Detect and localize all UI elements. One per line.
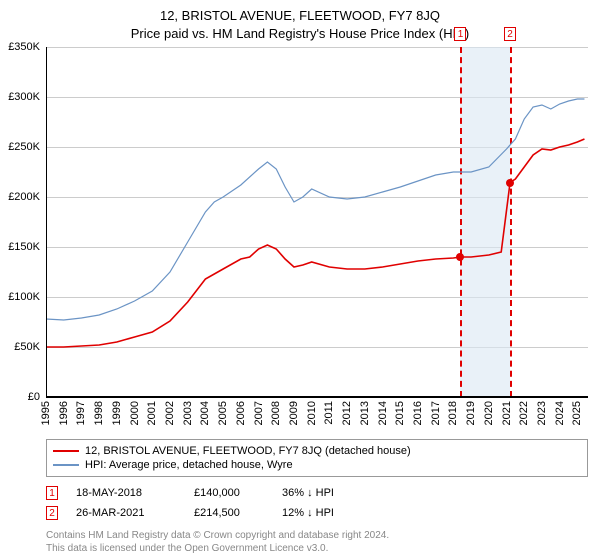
sale-date: 26-MAR-2021 xyxy=(76,507,176,519)
x-tick-label: 2007 xyxy=(253,401,265,425)
legend-item-hpi: HPI: Average price, detached house, Wyre xyxy=(53,458,581,472)
chart-container: 12, BRISTOL AVENUE, FLEETWOOD, FY7 8JQ P… xyxy=(0,0,600,560)
x-tick-label: 2006 xyxy=(235,401,247,425)
sale-marker: 2 xyxy=(46,506,58,520)
legend-label: 12, BRISTOL AVENUE, FLEETWOOD, FY7 8JQ (… xyxy=(85,445,411,457)
legend-item-property: 12, BRISTOL AVENUE, FLEETWOOD, FY7 8JQ (… xyxy=(53,444,581,458)
x-tick-label: 2010 xyxy=(306,401,318,425)
x-tick-label: 2005 xyxy=(217,401,229,425)
y-tick-label: £350K xyxy=(8,41,40,53)
x-tick-label: 2023 xyxy=(536,401,548,425)
x-tick-label: 2013 xyxy=(359,401,371,425)
series-line-property xyxy=(46,139,584,347)
attribution-line: This data is licensed under the Open Gov… xyxy=(46,542,588,555)
x-tick-label: 2022 xyxy=(518,401,530,425)
y-axis xyxy=(46,47,47,397)
sale-marker-box: 2 xyxy=(504,27,516,41)
sale-pct: 36% ↓ HPI xyxy=(282,487,372,499)
x-tick-label: 2003 xyxy=(182,401,194,425)
y-tick-label: £0 xyxy=(28,391,40,403)
x-tick-label: 2025 xyxy=(571,401,583,425)
x-tick-label: 2024 xyxy=(554,401,566,425)
sale-marker-box: 1 xyxy=(454,27,466,41)
x-tick-label: 2012 xyxy=(341,401,353,425)
sale-marker: 1 xyxy=(46,486,58,500)
y-tick-label: £250K xyxy=(8,141,40,153)
sale-row: 1 18-MAY-2018 £140,000 36% ↓ HPI xyxy=(46,483,588,503)
attribution-line: Contains HM Land Registry data © Crown c… xyxy=(46,529,588,542)
sale-price: £140,000 xyxy=(194,487,264,499)
sale-row: 2 26-MAR-2021 £214,500 12% ↓ HPI xyxy=(46,503,588,523)
x-tick-label: 1999 xyxy=(111,401,123,425)
sale-price: £214,500 xyxy=(194,507,264,519)
x-tick-label: 2020 xyxy=(483,401,495,425)
legend-swatch xyxy=(53,450,79,452)
x-tick-label: 2009 xyxy=(288,401,300,425)
x-tick-label: 2000 xyxy=(129,401,141,425)
y-tick-label: £150K xyxy=(8,241,40,253)
x-tick-label: 2015 xyxy=(394,401,406,425)
chart-title: 12, BRISTOL AVENUE, FLEETWOOD, FY7 8JQ xyxy=(0,0,600,23)
x-tick-label: 2019 xyxy=(465,401,477,425)
x-tick-label: 2014 xyxy=(377,401,389,425)
x-tick-label: 2011 xyxy=(323,401,335,425)
sales-table: 1 18-MAY-2018 £140,000 36% ↓ HPI 2 26-MA… xyxy=(46,483,588,523)
sale-pct: 12% ↓ HPI xyxy=(282,507,372,519)
x-tick-label: 2001 xyxy=(146,401,158,425)
x-axis xyxy=(46,396,588,397)
y-tick-label: £100K xyxy=(8,291,40,303)
x-tick-label: 2017 xyxy=(430,401,442,425)
legend-label: HPI: Average price, detached house, Wyre xyxy=(85,459,293,471)
y-tick-label: £300K xyxy=(8,91,40,103)
x-tick-label: 2016 xyxy=(412,401,424,425)
x-tick-label: 1997 xyxy=(75,401,87,425)
legend-swatch xyxy=(53,464,79,466)
x-tick-label: 2002 xyxy=(164,401,176,425)
x-tick-label: 2021 xyxy=(501,401,513,425)
attribution-text: Contains HM Land Registry data © Crown c… xyxy=(46,529,588,555)
legend-box: 12, BRISTOL AVENUE, FLEETWOOD, FY7 8JQ (… xyxy=(46,439,588,477)
y-tick-label: £50K xyxy=(14,341,40,353)
x-tick-label: 2004 xyxy=(199,401,211,425)
x-tick-label: 1996 xyxy=(58,401,70,425)
sale-date: 18-MAY-2018 xyxy=(76,487,176,499)
y-tick-label: £200K xyxy=(8,191,40,203)
chart-plot-area: £0£50K£100K£150K£200K£250K£300K£350K1995… xyxy=(46,47,588,397)
x-tick-label: 1998 xyxy=(93,401,105,425)
x-tick-label: 1995 xyxy=(40,401,52,425)
grid-line xyxy=(46,397,588,398)
series-line-hpi xyxy=(46,99,584,320)
x-tick-label: 2018 xyxy=(447,401,459,425)
x-tick-label: 2008 xyxy=(270,401,282,425)
